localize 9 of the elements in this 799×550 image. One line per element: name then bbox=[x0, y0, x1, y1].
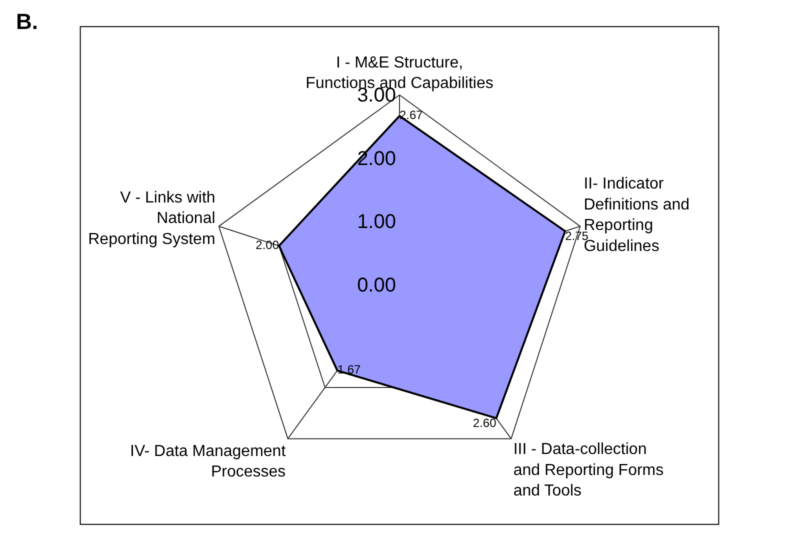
spoke-label: III - Data-collection and Reporting Forms and Tools bbox=[513, 440, 664, 500]
y-tick-label: 0.00 bbox=[357, 274, 396, 296]
data-label: 2.60 bbox=[472, 416, 497, 430]
y-tick-label: 2.00 bbox=[357, 148, 396, 170]
spoke-label: V - Links with National Reporting System bbox=[88, 189, 216, 248]
chart-title: B. bbox=[16, 9, 38, 34]
y-tick-label: 1.00 bbox=[357, 211, 396, 234]
data-label: 2.00 bbox=[256, 238, 280, 252]
spoke-label: IV- Data Management Processes bbox=[130, 442, 286, 481]
